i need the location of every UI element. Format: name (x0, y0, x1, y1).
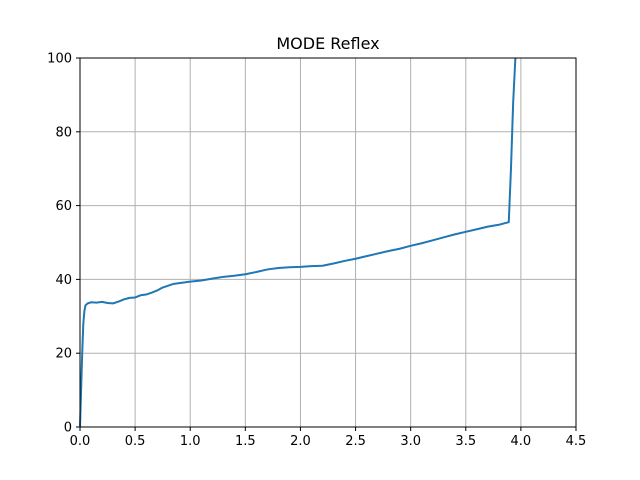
y-tick-label: 40 (55, 273, 72, 288)
x-tick-label: 1.0 (180, 434, 201, 449)
x-tick-label: 3.5 (455, 434, 476, 449)
chart-title: MODE Reflex (276, 34, 379, 53)
x-tick-label: 4.5 (566, 434, 587, 449)
x-tick-label: 1.5 (235, 434, 256, 449)
x-tick-label: 0.0 (70, 434, 91, 449)
grid-layer (79, 57, 577, 428)
x-tick-label: 2.0 (290, 434, 311, 449)
x-tick-label: 0.5 (125, 434, 146, 449)
y-tick-label: 80 (55, 125, 72, 140)
x-tick-label: 3.0 (400, 434, 421, 449)
series-layer (79, 57, 517, 428)
x-tick-label: 4.0 (511, 434, 532, 449)
y-tick-label: 20 (55, 347, 72, 362)
y-tick-label: 100 (47, 52, 72, 67)
plot-frame (79, 57, 577, 428)
y-tick-label: 0 (64, 421, 72, 436)
series-line (79, 57, 517, 428)
ticks-layer: 0.0 0.5 1.0 1.5 2.0 2.5 3.0 3.5 4.0 4.5 0 20 40 60 80 1… (47, 52, 586, 450)
x-tick-label: 2.5 (345, 434, 366, 449)
y-tick-label: 60 (55, 199, 72, 214)
